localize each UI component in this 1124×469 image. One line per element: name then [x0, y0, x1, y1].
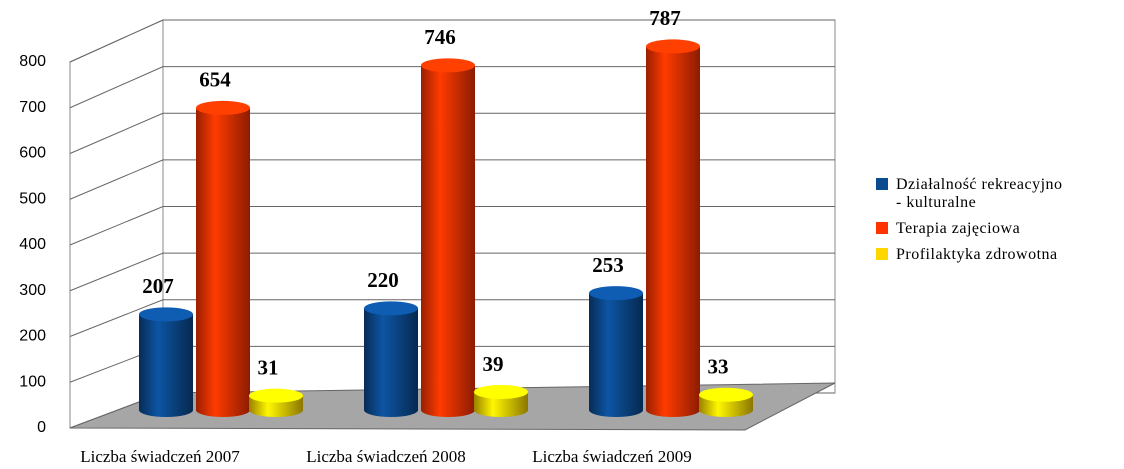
x-tick-label: Liczba świadczeń 2009 — [532, 447, 692, 466]
bar — [589, 293, 643, 417]
x-tick-label: Liczba świadczeń 2008 — [306, 447, 466, 466]
bar-top — [196, 100, 250, 115]
legend-label: Działalność rekreacyjno - kulturalne — [896, 176, 1063, 211]
legend-item: Terapia zajęciowa — [876, 220, 1076, 238]
legend-swatch — [876, 178, 888, 190]
data-label: 31 — [258, 355, 279, 379]
legend-label: Terapia zajęciowa — [896, 220, 1021, 237]
legend-item: Profilaktyka zdrowotna — [876, 246, 1076, 264]
bar-top — [249, 388, 303, 403]
bar-top — [646, 39, 700, 54]
y-tick-label: 700 — [19, 99, 46, 116]
data-label: 220 — [367, 268, 399, 292]
y-tick-label: 400 — [19, 236, 46, 253]
y-tick-label: 100 — [19, 373, 46, 390]
legend-swatch — [876, 222, 888, 234]
y-tick-label: 600 — [19, 145, 46, 162]
legend-item: Działalność rekreacyjno - kulturalne — [876, 176, 1076, 212]
data-label: 33 — [708, 355, 729, 379]
bar-top — [364, 301, 418, 316]
y-tick-label: 0 — [37, 419, 46, 436]
bar — [364, 308, 418, 417]
x-tick-label: Liczba świadczeń 2007 — [80, 447, 240, 466]
y-tick-label: 800 — [19, 53, 46, 70]
bar — [139, 314, 193, 417]
data-label: 654 — [199, 68, 231, 92]
grid-line — [69, 159, 164, 200]
bar-top — [421, 58, 475, 73]
grid-line — [69, 19, 164, 63]
bar-top — [699, 387, 753, 402]
bar — [474, 391, 528, 417]
data-label: 39 — [483, 352, 504, 376]
grid-line — [69, 252, 164, 292]
bar — [646, 46, 700, 417]
y-tick-label: 500 — [19, 190, 46, 207]
data-label: 746 — [424, 25, 456, 49]
legend-label: Profilaktyka zdrowotna — [896, 246, 1058, 263]
y-tick-label: 300 — [19, 282, 46, 299]
bar-top — [589, 286, 643, 301]
bar-top — [139, 307, 193, 322]
legend: Działalność rekreacyjno - kulturalne Tera… — [876, 176, 1076, 272]
bar — [196, 107, 250, 418]
y-tick-label: 200 — [19, 328, 46, 345]
grid-line — [69, 299, 164, 337]
bar-top — [474, 384, 528, 399]
data-label: 787 — [649, 6, 681, 30]
data-label: 253 — [592, 253, 624, 277]
grid-line — [69, 206, 164, 246]
grid-line — [69, 112, 164, 154]
bar — [421, 65, 475, 418]
data-label: 207 — [142, 274, 174, 298]
legend-swatch — [876, 248, 888, 260]
grid-line — [69, 66, 164, 109]
